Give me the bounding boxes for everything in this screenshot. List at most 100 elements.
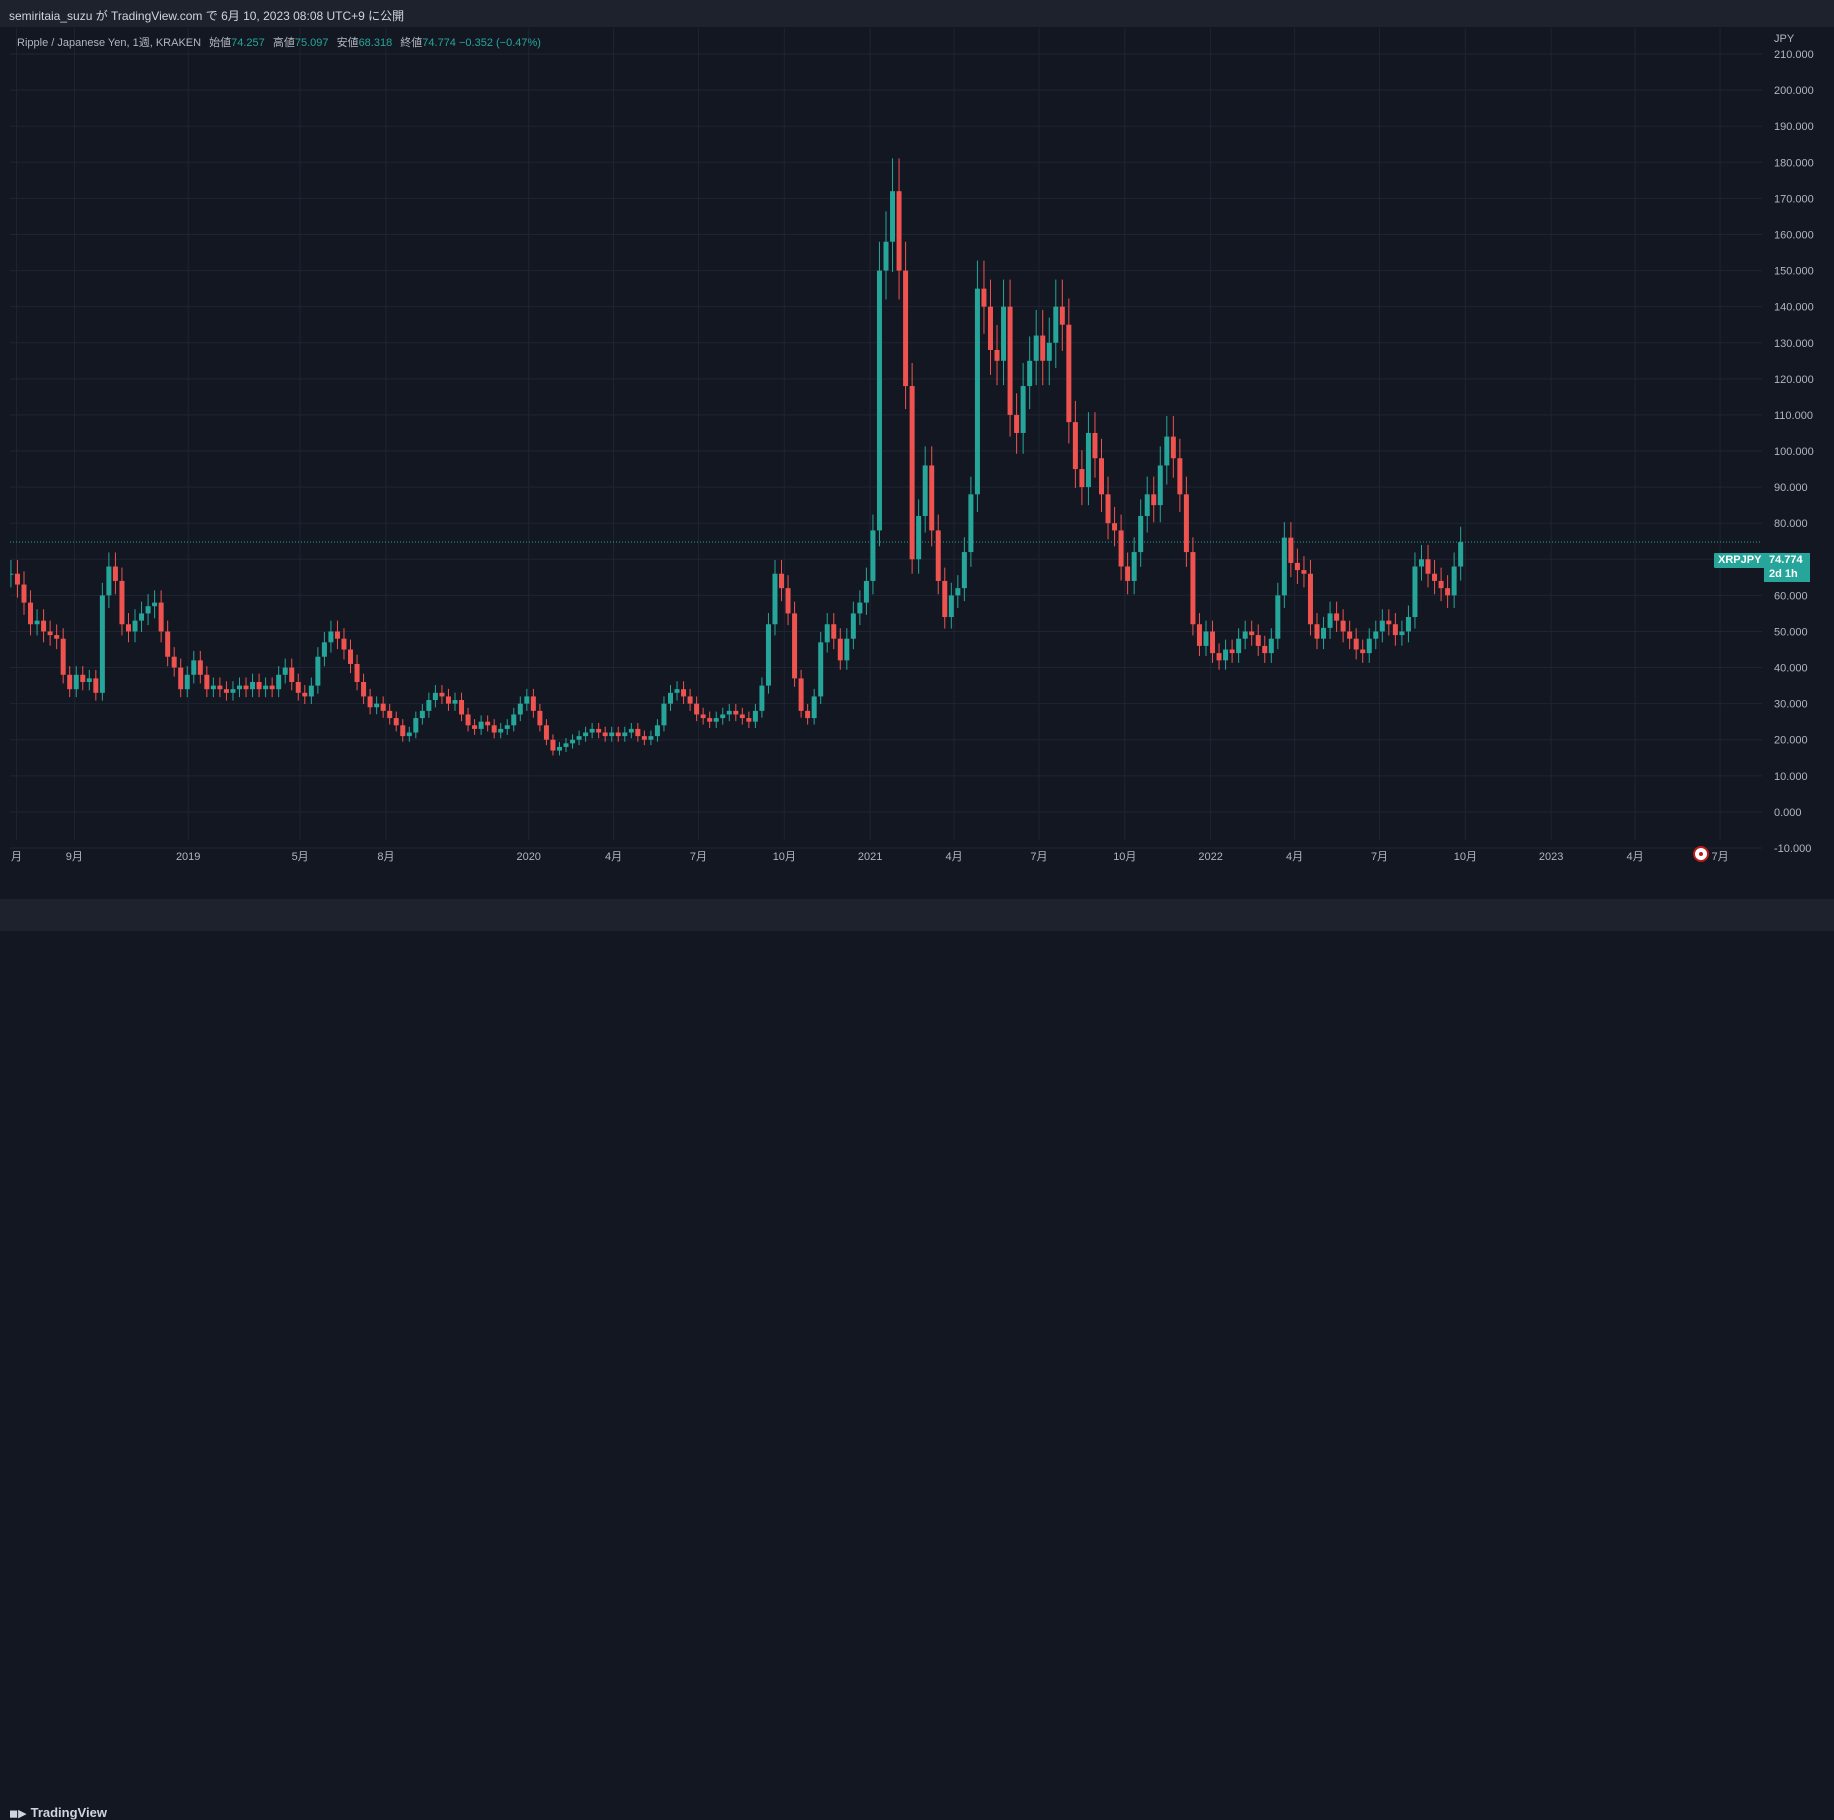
candle — [596, 722, 602, 739]
candle-body — [1360, 649, 1366, 654]
candle — [667, 685, 673, 711]
candle-body — [635, 728, 641, 737]
candle — [890, 158, 896, 273]
candle — [191, 650, 197, 684]
candle — [916, 499, 922, 574]
candle — [556, 741, 562, 756]
candle — [361, 673, 367, 705]
candle-body — [334, 631, 340, 639]
candle-body — [295, 681, 301, 693]
chart-pane[interactable]: 月 9月 2019 5月 8月 2020 4月 7月 10月 2021 4月 7月 10月 2022 4月 7… — [10, 28, 1762, 867]
time-tick-label: 8月 — [377, 851, 394, 863]
candle-body — [746, 718, 752, 722]
candle — [1412, 552, 1418, 629]
candle — [628, 722, 634, 739]
candle-body — [67, 674, 73, 690]
candle — [798, 669, 804, 718]
candle — [1281, 522, 1287, 609]
candle — [720, 707, 726, 725]
candle — [1196, 613, 1202, 657]
candle — [1236, 628, 1242, 663]
candle — [380, 696, 386, 718]
candle — [1099, 438, 1105, 513]
candle — [354, 654, 360, 691]
candle — [537, 704, 543, 732]
candle — [243, 677, 249, 698]
published-bar: semiritaia_suzu が TradingView.com で 6月 1… — [0, 0, 1834, 27]
price-tick-label: 160.000 — [1774, 229, 1814, 241]
brand-name: TradingView — [30, 1805, 107, 1820]
candle-body — [10, 573, 14, 575]
candle — [236, 677, 242, 698]
candle — [563, 738, 569, 753]
candle-body — [798, 678, 804, 711]
candle-body — [1027, 360, 1033, 387]
candle-body — [694, 703, 700, 715]
candle — [269, 677, 275, 698]
candle-body — [1020, 386, 1026, 433]
candle-body — [511, 714, 517, 726]
candle — [99, 582, 105, 701]
candle — [681, 681, 687, 705]
time-tick-label: 2022 — [1198, 851, 1222, 863]
candle — [942, 567, 948, 629]
candle — [961, 537, 967, 602]
tradingview-logo[interactable]: ◼▶ TradingView — [9, 1805, 107, 1820]
candle-body — [1445, 588, 1451, 596]
candle — [21, 571, 27, 615]
candle — [550, 734, 556, 756]
record-icon[interactable] — [1693, 846, 1709, 862]
candle — [1340, 609, 1346, 643]
candle-body — [223, 689, 229, 693]
candle-body — [876, 270, 882, 531]
candle — [106, 552, 112, 609]
candle-body — [615, 732, 621, 737]
candle-body — [1085, 432, 1091, 488]
price-tick-label: 90.000 — [1774, 482, 1808, 494]
candle — [459, 692, 465, 722]
candle-body — [1418, 559, 1424, 567]
candle-body — [961, 552, 967, 589]
candle — [197, 650, 203, 684]
candle — [439, 685, 445, 705]
candle-body — [139, 613, 145, 621]
candle-body — [641, 736, 647, 740]
candle — [922, 446, 928, 533]
price-axis[interactable]: -10.000 0.000 10.000 20.000 30.000 40.000 50.0… — [1764, 28, 1834, 867]
candle — [67, 666, 73, 698]
currency-label[interactable]: JPY — [1774, 33, 1795, 45]
candle — [1353, 628, 1359, 660]
candle — [406, 726, 412, 742]
price-tick-label: 20.000 — [1774, 735, 1808, 747]
candle — [981, 260, 987, 334]
candle — [1347, 620, 1353, 650]
candle-body — [1216, 653, 1222, 661]
candle-body — [576, 736, 582, 740]
candle-body — [152, 602, 158, 607]
candle — [739, 707, 745, 725]
candle — [210, 677, 216, 698]
candle — [765, 613, 771, 694]
candle — [217, 677, 223, 698]
candle-body — [517, 703, 523, 715]
candle-body — [406, 732, 412, 737]
candle — [1125, 552, 1131, 595]
candle — [948, 582, 954, 629]
candle-body — [707, 718, 713, 722]
candle — [445, 688, 451, 711]
candle — [779, 560, 785, 602]
candle — [726, 704, 732, 722]
candle — [831, 613, 837, 650]
candle-body — [1014, 414, 1020, 433]
candle-body — [648, 736, 654, 740]
candle-body — [837, 638, 843, 661]
candle — [276, 666, 282, 698]
last-price-value: 74.774 — [1769, 554, 1803, 566]
candles — [10, 158, 1464, 756]
candle-body — [687, 696, 693, 704]
candle — [837, 628, 843, 670]
candle-body — [890, 191, 896, 242]
low-value: 68.318 — [358, 37, 393, 49]
candle-body — [1001, 306, 1007, 361]
candle — [1229, 639, 1235, 663]
